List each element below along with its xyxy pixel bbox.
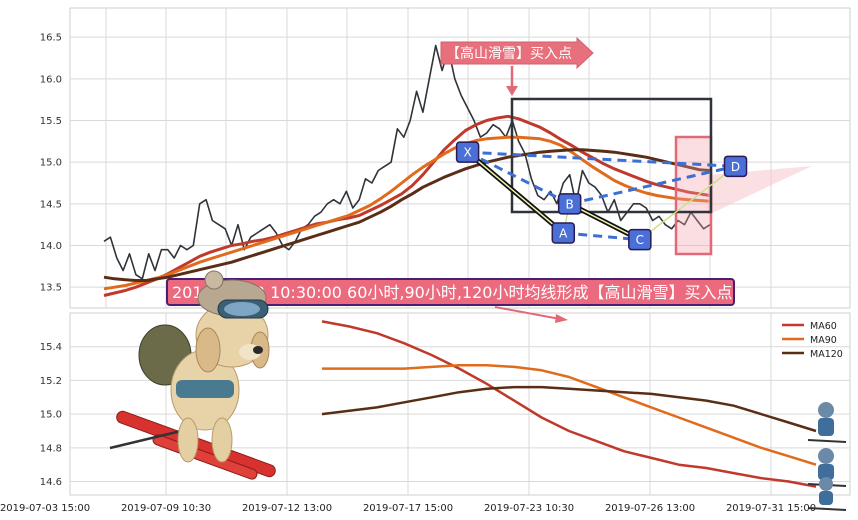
buy-point-banner: 2019-07-23 10:30:00 60小时,90小时,120小时均线形成【… xyxy=(166,278,735,323)
highlight-rect-pink xyxy=(674,135,713,256)
pattern-point-C xyxy=(628,228,652,251)
x-tick-label: 2019-07-09 10:30 xyxy=(121,503,211,514)
x-tick-label: 2019-07-17 15:00 xyxy=(363,503,453,514)
pattern-points: X A B C D xyxy=(455,141,748,251)
banner-box xyxy=(166,278,735,306)
x-tick-label: 2019-07-12 13:00 xyxy=(242,503,332,514)
top-y-tick-labels: 13.5 14.0 14.5 15.0 15.5 16.0 16.5 xyxy=(40,33,62,294)
bottom-y-tick-label: 15.0 xyxy=(40,410,62,421)
pattern-point-label-B: B xyxy=(566,197,574,211)
callout-arrow-shape xyxy=(440,36,594,70)
pattern-point-B xyxy=(557,193,582,215)
pattern-point-label-D: D xyxy=(731,160,740,174)
pattern-dashed-XB xyxy=(466,150,571,206)
pattern-point-A xyxy=(551,222,576,244)
bottom-series-ma90 xyxy=(322,363,817,466)
top-series-group xyxy=(103,44,711,297)
pattern-leg-XA xyxy=(467,151,564,234)
banner-pointer-head xyxy=(555,314,568,323)
pattern-leg-CD xyxy=(639,165,736,241)
top-y-tick-label: 14.5 xyxy=(40,199,62,210)
x-tick-label: 2019-07-26 13:00 xyxy=(605,503,695,514)
bottom-y-tick-label: 14.6 xyxy=(40,477,62,488)
bottom-series-ma60 xyxy=(321,320,817,488)
pattern-dashed-AC xyxy=(563,231,640,242)
pattern-point-label-X: X xyxy=(463,146,471,160)
bottom-y-tick-labels: 14.6 14.8 15.0 15.2 15.4 xyxy=(40,342,62,488)
top-y-tick-label: 15.0 xyxy=(40,158,62,169)
skier-sticker-1 xyxy=(807,402,847,443)
top-series-ma90 xyxy=(103,135,711,291)
callout-pointer-head xyxy=(506,86,518,96)
top-y-tick-label: 16.5 xyxy=(40,33,62,44)
top-y-tick-label: 15.5 xyxy=(40,116,62,127)
top-y-tick-label: 16.0 xyxy=(40,74,62,85)
buy-point-callout: 【高山滑雪】买入点 xyxy=(440,36,594,96)
x-tick-label: 2019-07-03 15:00 xyxy=(0,503,90,514)
pattern-overlay: X A B C D xyxy=(455,97,812,256)
x-tick-label: 2019-07-23 10:30 xyxy=(484,503,574,514)
pattern-point-X xyxy=(455,141,480,163)
pattern-dashed-BD xyxy=(569,164,736,206)
pattern-point-label-C: C xyxy=(636,233,644,247)
x-tick-labels: 2019-07-03 15:00 2019-07-09 10:30 2019-07-… xyxy=(0,503,816,514)
legend: MA60 MA90 MA120 xyxy=(782,321,843,360)
skier-sticker-3 xyxy=(807,477,847,511)
pink-zone-triangle xyxy=(708,166,812,215)
legend-label-ma120: MA120 xyxy=(810,349,843,360)
highlight-rect-dark xyxy=(510,97,713,214)
bottom-y-tick-label: 15.2 xyxy=(40,376,62,387)
legend-label-ma60: MA60 xyxy=(810,321,837,332)
skiing-dog-illustration xyxy=(109,270,276,480)
x-tick-label: 2019-07-31 15:00 xyxy=(726,503,816,514)
pattern-point-D xyxy=(723,155,748,178)
bottom-series-group xyxy=(321,320,817,488)
callout-text: 【高山滑雪】买入点 xyxy=(446,45,572,62)
top-series-ma60 xyxy=(103,114,711,297)
bottom-y-tick-label: 15.4 xyxy=(40,342,62,353)
banner-text: 2019-07-23 10:30:00 60小时,90小时,120小时均线形成【… xyxy=(172,283,732,302)
pattern-point-label-A: A xyxy=(559,227,568,241)
bottom-y-tick-label: 14.8 xyxy=(40,443,62,454)
top-series-ma120 xyxy=(103,148,711,282)
top-series-price xyxy=(103,44,711,280)
top-y-tick-label: 13.5 xyxy=(40,283,62,294)
banner-pointer-line xyxy=(494,306,561,320)
top-y-tick-label: 14.0 xyxy=(40,241,62,252)
legend-label-ma90: MA90 xyxy=(810,335,837,346)
bottom-series-ma120 xyxy=(321,385,817,433)
